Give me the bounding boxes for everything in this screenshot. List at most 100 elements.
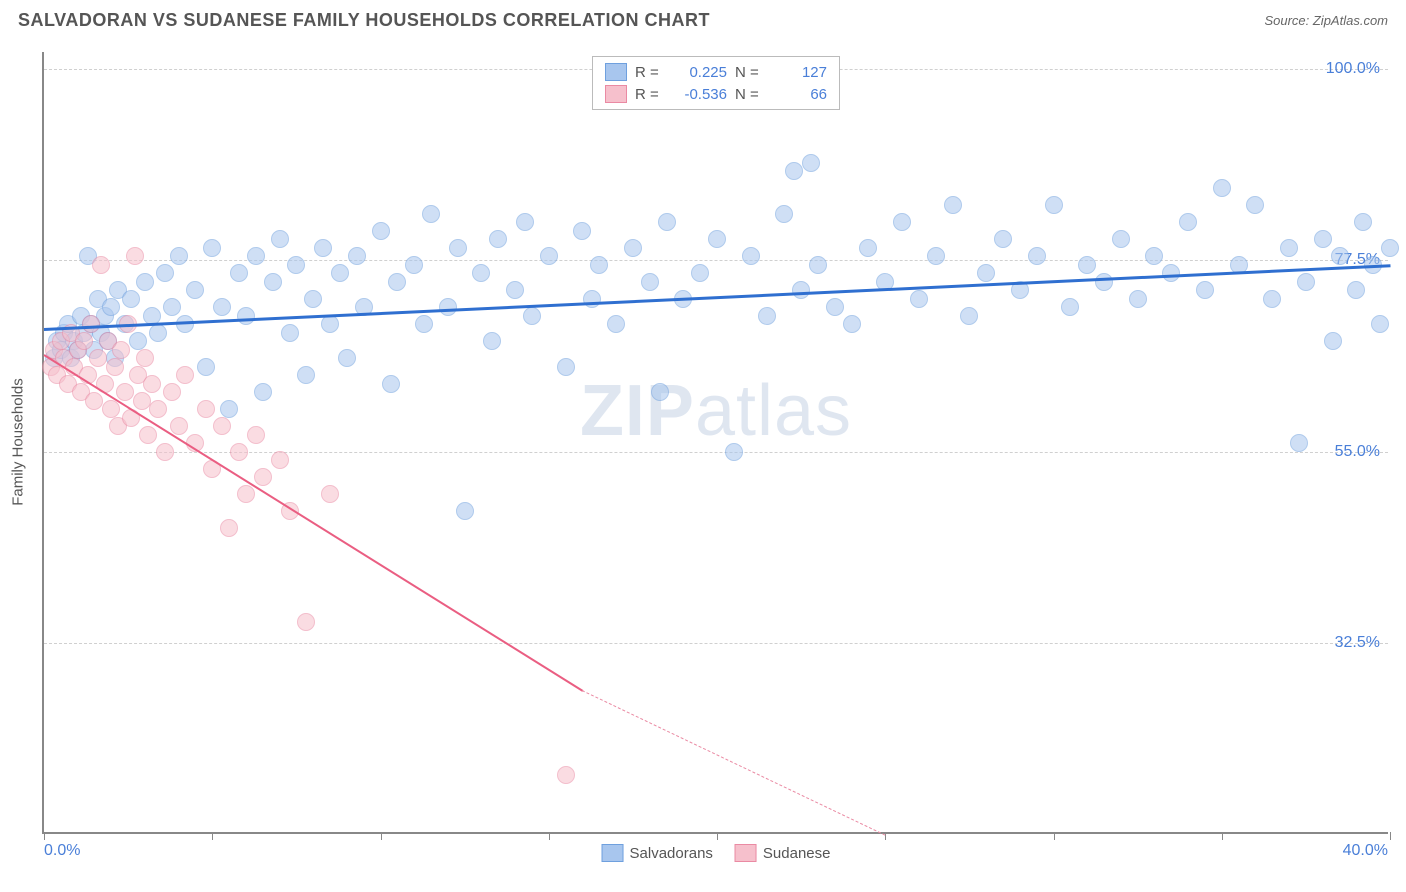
point-salvadorans <box>1381 239 1399 257</box>
point-salvadorans <box>163 298 181 316</box>
point-salvadorans <box>314 239 332 257</box>
point-sudanese <box>220 519 238 537</box>
point-sudanese <box>156 443 174 461</box>
point-salvadorans <box>1324 332 1342 350</box>
point-salvadorans <box>230 264 248 282</box>
point-salvadorans <box>156 264 174 282</box>
x-tick <box>1222 832 1223 840</box>
x-axis-min-label: 0.0% <box>44 842 80 860</box>
watermark: ZIPatlas <box>580 370 852 452</box>
gridline <box>44 260 1388 261</box>
point-sudanese <box>116 383 134 401</box>
point-sudanese <box>75 332 93 350</box>
point-salvadorans <box>1162 264 1180 282</box>
point-sudanese <box>139 426 157 444</box>
point-salvadorans <box>516 213 534 231</box>
point-salvadorans <box>1314 230 1332 248</box>
point-salvadorans <box>960 307 978 325</box>
point-salvadorans <box>1354 213 1372 231</box>
point-salvadorans <box>456 502 474 520</box>
legend-row-salvadorans: R = 0.225 N = 127 <box>605 61 827 83</box>
point-salvadorans <box>1145 247 1163 265</box>
gridline <box>44 643 1388 644</box>
header-bar: SALVADORAN VS SUDANESE FAMILY HOUSEHOLDS… <box>0 0 1406 37</box>
point-salvadorans <box>624 239 642 257</box>
point-salvadorans <box>422 205 440 223</box>
point-sudanese <box>136 349 154 367</box>
point-sudanese <box>133 392 151 410</box>
point-sudanese <box>126 247 144 265</box>
point-salvadorans <box>1078 256 1096 274</box>
point-sudanese <box>321 485 339 503</box>
point-salvadorans <box>304 290 322 308</box>
point-salvadorans <box>348 247 366 265</box>
point-sudanese <box>247 426 265 444</box>
point-salvadorans <box>213 298 231 316</box>
point-sudanese <box>213 417 231 435</box>
point-sudanese <box>254 468 272 486</box>
point-salvadorans <box>1028 247 1046 265</box>
point-sudanese <box>170 417 188 435</box>
source-attribution: Source: ZipAtlas.com <box>1264 13 1388 28</box>
point-salvadorans <box>523 307 541 325</box>
correlation-legend: R = 0.225 N = 127 R = -0.536 N = 66 <box>592 56 840 110</box>
point-salvadorans <box>658 213 676 231</box>
point-sudanese <box>92 256 110 274</box>
point-salvadorans <box>809 256 827 274</box>
point-salvadorans <box>388 273 406 291</box>
point-salvadorans <box>826 298 844 316</box>
point-salvadorans <box>843 315 861 333</box>
point-salvadorans <box>557 358 575 376</box>
point-sudanese <box>271 451 289 469</box>
point-salvadorans <box>792 281 810 299</box>
point-salvadorans <box>506 281 524 299</box>
point-sudanese <box>149 400 167 418</box>
point-salvadorans <box>1290 434 1308 452</box>
point-salvadorans <box>742 247 760 265</box>
point-salvadorans <box>1045 196 1063 214</box>
point-sudanese <box>112 341 130 359</box>
point-salvadorans <box>859 239 877 257</box>
point-salvadorans <box>264 273 282 291</box>
scatter-plot: Family Households ZIPatlas R = 0.225 N =… <box>42 52 1388 834</box>
point-salvadorans <box>489 230 507 248</box>
point-salvadorans <box>590 256 608 274</box>
point-salvadorans <box>1112 230 1130 248</box>
x-tick <box>717 832 718 840</box>
point-salvadorans <box>708 230 726 248</box>
series-legend: Salvadorans Sudanese <box>602 844 831 862</box>
swatch-sudanese <box>735 844 757 862</box>
point-salvadorans <box>691 264 709 282</box>
point-sudanese <box>143 375 161 393</box>
point-sudanese <box>197 400 215 418</box>
point-salvadorans <box>540 247 558 265</box>
point-salvadorans <box>1297 273 1315 291</box>
x-axis-max-label: 40.0% <box>1343 842 1388 860</box>
point-salvadorans <box>944 196 962 214</box>
legend-item-salvadorans: Salvadorans <box>602 844 713 862</box>
point-salvadorans <box>382 375 400 393</box>
point-sudanese <box>297 613 315 631</box>
point-salvadorans <box>220 400 238 418</box>
point-salvadorans <box>287 256 305 274</box>
point-salvadorans <box>331 264 349 282</box>
legend-row-sudanese: R = -0.536 N = 66 <box>605 83 827 105</box>
legend-item-sudanese: Sudanese <box>735 844 831 862</box>
point-salvadorans <box>271 230 289 248</box>
point-salvadorans <box>573 222 591 240</box>
point-salvadorans <box>483 332 501 350</box>
y-axis-label: Family Households <box>10 378 27 506</box>
x-tick <box>1390 832 1391 840</box>
point-salvadorans <box>102 298 120 316</box>
point-salvadorans <box>1371 315 1389 333</box>
point-salvadorans <box>338 349 356 367</box>
point-salvadorans <box>1280 239 1298 257</box>
point-salvadorans <box>186 281 204 299</box>
point-salvadorans <box>372 222 390 240</box>
point-salvadorans <box>1179 213 1197 231</box>
point-salvadorans <box>254 383 272 401</box>
y-tick-label: 32.5% <box>1335 634 1380 652</box>
point-salvadorans <box>1129 290 1147 308</box>
point-salvadorans <box>472 264 490 282</box>
point-salvadorans <box>775 205 793 223</box>
